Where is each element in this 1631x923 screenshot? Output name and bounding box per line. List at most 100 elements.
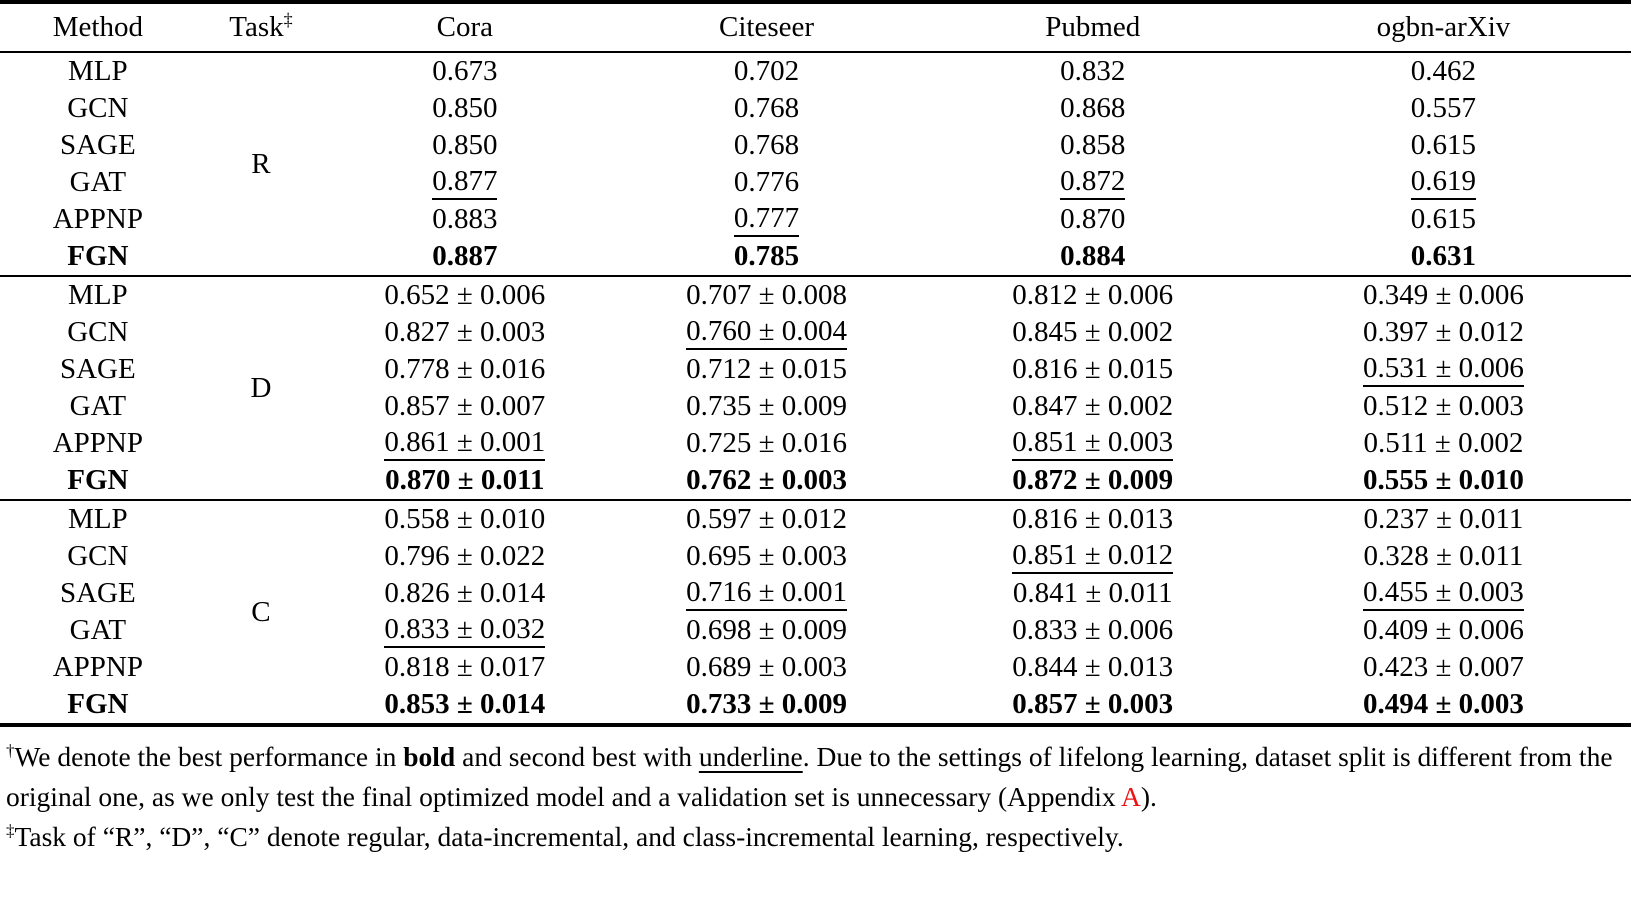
value-cell: 0.707 ± 0.008 — [686, 279, 847, 311]
value-cell: 0.695 ± 0.003 — [686, 540, 847, 572]
value-cell: 0.735 ± 0.009 — [686, 390, 847, 422]
value-cell: 0.557 — [1410, 92, 1477, 124]
value-cell: 0.698 ± 0.009 — [686, 614, 847, 646]
value-cell: 0.768 — [733, 129, 800, 161]
method-cell: MLP — [68, 279, 128, 311]
value-cell: 0.812 ± 0.006 — [1012, 279, 1174, 311]
value-cell: 0.597 ± 0.012 — [686, 503, 847, 535]
second-best-value: 0.619 — [1410, 165, 1477, 201]
method-cell: APPNP — [52, 203, 143, 235]
best-value-cell: 0.494 ± 0.003 — [1362, 688, 1524, 720]
value-cell: 0.237 ± 0.011 — [1363, 503, 1524, 535]
method-cell: FGN — [67, 240, 129, 272]
value-cell: 0.816 ± 0.013 — [1012, 503, 1174, 535]
value-cell: 0.423 ± 0.007 — [1362, 651, 1524, 683]
value-cell: 0.512 ± 0.003 — [1362, 390, 1524, 422]
best-value-cell: 0.631 — [1410, 240, 1477, 272]
value-cell: 0.511 ± 0.002 — [1363, 427, 1524, 459]
value-cell: 0.833 ± 0.006 — [1012, 614, 1174, 646]
second-best-value: 0.861 ± 0.001 — [384, 426, 546, 462]
table-row: FGN 0.853 ± 0.014 0.733 ± 0.009 0.857 ± 0.0… — [0, 686, 1631, 725]
table-row: SAGE 0.850 0.768 0.858 0.615 — [0, 127, 1631, 164]
footnote-text: Task of “R”, “D”, “C” denote regular, da… — [14, 821, 1124, 852]
footnote-text: . Due to the settings of lifelong learni… — [6, 741, 1613, 812]
best-value-cell: 0.733 ± 0.009 — [686, 688, 847, 720]
second-best-value: 0.851 ± 0.012 — [1012, 539, 1174, 575]
value-cell: 0.768 — [733, 92, 800, 124]
bold-sample-text: bold — [403, 741, 456, 772]
value-cell: 0.877 — [326, 164, 603, 201]
task-section-D: MLP D 0.652 ± 0.006 0.707 ± 0.008 0.812 ± 0.… — [0, 276, 1631, 500]
value-cell: 0.851 ± 0.012 — [930, 538, 1256, 575]
value-cell: 0.850 — [432, 129, 498, 161]
table-row: GCN 0.796 ± 0.022 0.695 ± 0.003 0.851 ± 0.0… — [0, 538, 1631, 575]
value-cell: 0.615 — [1410, 129, 1477, 161]
table-row: SAGE 0.778 ± 0.016 0.712 ± 0.015 0.816 ± 0.… — [0, 351, 1631, 388]
task-label-D: D — [250, 371, 272, 404]
second-best-value: 0.877 — [432, 165, 498, 201]
value-cell: 0.872 — [930, 164, 1256, 201]
value-cell: 0.826 ± 0.014 — [384, 577, 546, 609]
method-cell: GAT — [69, 614, 127, 646]
value-cell: 0.716 ± 0.001 — [603, 575, 929, 612]
value-cell: 0.776 — [733, 166, 800, 198]
second-best-value: 0.716 ± 0.001 — [686, 576, 847, 612]
header-row: Method Task‡ Cora Citeseer Pubmed ogbn-a… — [0, 2, 1631, 53]
best-value-cell: 0.555 ± 0.010 — [1362, 464, 1524, 496]
footnote-2: ‡Task of “R”, “D”, “C” denote regular, d… — [6, 817, 1625, 857]
method-cell: SAGE — [59, 353, 136, 385]
method-cell: GCN — [67, 316, 129, 348]
table-row: SAGE 0.826 ± 0.014 0.716 ± 0.001 0.841 ± 0.… — [0, 575, 1631, 612]
method-cell: GAT — [69, 390, 127, 422]
header-dataset-pubmed: Pubmed — [929, 2, 1256, 53]
method-cell: FGN — [67, 688, 129, 720]
header-dataset-ogbn-arxiv: ogbn-arXiv — [1255, 2, 1631, 53]
method-cell: APPNP — [52, 427, 143, 459]
value-cell: 0.796 ± 0.022 — [384, 540, 546, 572]
value-cell: 0.870 — [1060, 203, 1126, 235]
task-label-C: C — [251, 595, 271, 628]
value-cell: 0.462 — [1410, 55, 1477, 87]
value-cell: 0.851 ± 0.003 — [930, 425, 1256, 462]
table-footnotes: †We denote the best performance in bold … — [0, 727, 1631, 857]
value-cell: 0.833 ± 0.032 — [326, 612, 603, 649]
value-cell: 0.818 ± 0.017 — [384, 651, 546, 683]
second-best-value: 0.777 — [733, 202, 800, 238]
table-row: GAT 0.877 0.776 0.872 0.619 — [0, 164, 1631, 201]
second-best-value: 0.455 ± 0.003 — [1362, 576, 1524, 612]
value-cell: 0.558 ± 0.010 — [384, 503, 546, 535]
value-cell: 0.725 ± 0.016 — [686, 427, 847, 459]
value-cell: 0.844 ± 0.013 — [1012, 651, 1174, 683]
value-cell: 0.615 — [1410, 203, 1477, 235]
value-cell: 0.861 ± 0.001 — [326, 425, 603, 462]
table-row: MLP C 0.558 ± 0.010 0.597 ± 0.012 0.816 ± 0.… — [0, 500, 1631, 628]
value-cell: 0.652 ± 0.006 — [384, 279, 546, 311]
value-cell: 0.858 — [1060, 129, 1126, 161]
best-value-cell: 0.884 — [1060, 240, 1126, 272]
table-row: GAT 0.857 ± 0.007 0.735 ± 0.009 0.847 ± 0.0… — [0, 388, 1631, 425]
task-section-C: MLP C 0.558 ± 0.010 0.597 ± 0.012 0.816 ± 0.… — [0, 500, 1631, 725]
value-cell: 0.760 ± 0.004 — [603, 314, 929, 351]
footnote-text: We denote the best performance in — [14, 741, 404, 772]
value-cell: 0.702 — [733, 55, 800, 87]
header-dataset-citeseer: Citeseer — [603, 2, 930, 53]
appendix-ref-link[interactable]: A — [1121, 781, 1141, 812]
value-cell: 0.857 ± 0.007 — [384, 390, 546, 422]
table-row: GAT 0.833 ± 0.032 0.698 ± 0.009 0.833 ± 0.0… — [0, 612, 1631, 649]
second-best-value: 0.872 — [1060, 165, 1126, 201]
value-cell: 0.777 — [603, 201, 929, 238]
method-cell: MLP — [68, 55, 128, 87]
value-cell: 0.397 ± 0.012 — [1362, 316, 1524, 348]
header-method: Method — [0, 2, 196, 53]
table-row: FGN 0.887 0.785 0.884 0.631 — [0, 238, 1631, 276]
value-cell: 0.455 ± 0.003 — [1256, 575, 1631, 612]
table-row: GCN 0.850 0.768 0.868 0.557 — [0, 90, 1631, 127]
best-value-cell: 0.857 ± 0.003 — [1012, 688, 1174, 720]
value-cell: 0.712 ± 0.015 — [686, 353, 847, 385]
second-best-value: 0.833 ± 0.032 — [384, 613, 546, 649]
method-cell: SAGE — [59, 577, 136, 609]
method-cell: MLP — [68, 503, 128, 535]
value-cell: 0.841 ± 0.011 — [1012, 577, 1173, 609]
benchmark-results-table: Method Task‡ Cora Citeseer Pubmed ogbn-a… — [0, 0, 1631, 727]
table-row: APPNP 0.883 0.777 0.870 0.615 — [0, 201, 1631, 238]
